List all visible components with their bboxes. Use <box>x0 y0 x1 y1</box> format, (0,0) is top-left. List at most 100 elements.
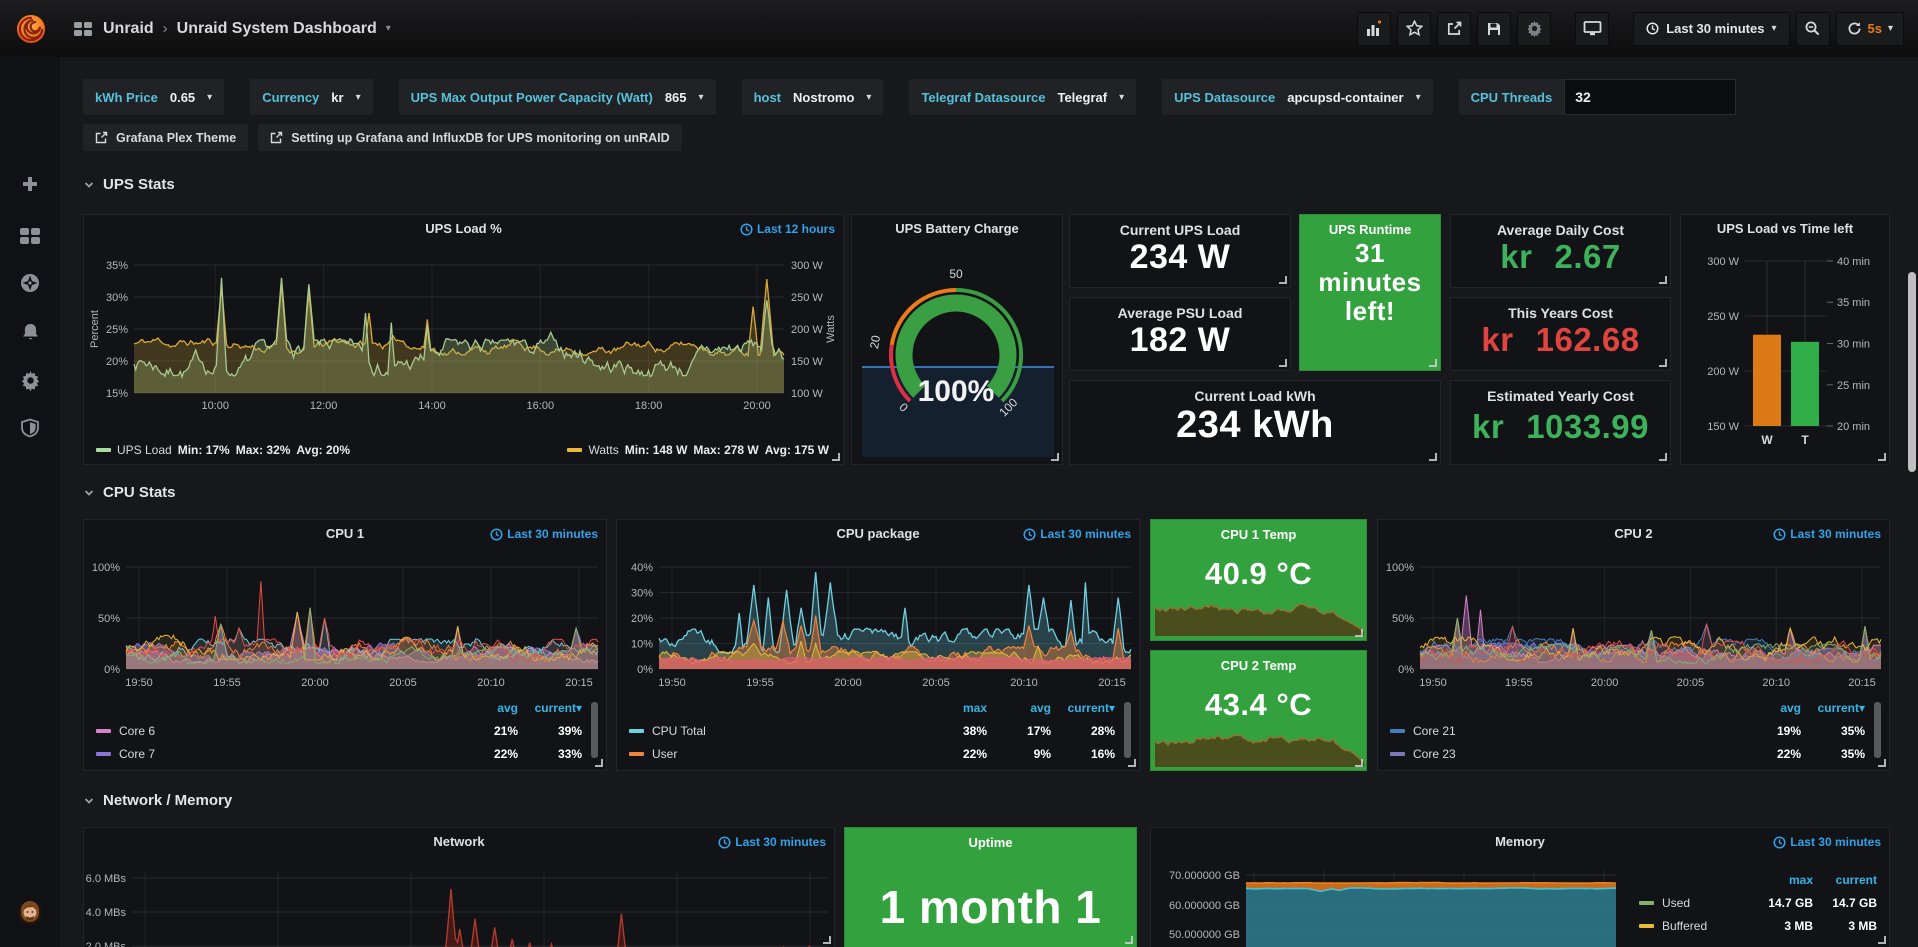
panel-title[interactable]: UPS Battery Charge <box>895 221 1019 236</box>
user-avatar[interactable] <box>0 894 60 932</box>
page-scrollbar[interactable] <box>1908 272 1916 472</box>
legend-series-name[interactable]: CPU Total <box>629 724 923 738</box>
settings-button[interactable] <box>1517 11 1552 46</box>
legend-sort-current[interactable]: current▾ <box>534 700 582 715</box>
grafana-logo-icon[interactable] <box>14 12 48 46</box>
panel-title[interactable]: UPS Load % <box>425 221 502 236</box>
legend-series-name[interactable]: Core 23 <box>1390 747 1737 761</box>
panel-title[interactable]: Network <box>433 834 485 849</box>
panel-time-range[interactable]: Last 30 minutes <box>718 835 826 849</box>
panel-title[interactable]: CPU 2 <box>1614 526 1653 541</box>
legend-series-name[interactable]: Watts <box>588 443 619 457</box>
panel-time-range[interactable]: Last 30 minutes <box>1773 835 1881 849</box>
variable-value[interactable]: Nostromo <box>793 89 855 105</box>
panel-title[interactable]: UPS Load vs Time left <box>1716 221 1854 236</box>
clock-icon <box>1646 22 1659 35</box>
panel-title[interactable]: CPU package <box>836 526 920 541</box>
series-color-swatch <box>96 728 111 733</box>
series-color-swatch <box>1639 923 1654 928</box>
svg-text:20:05: 20:05 <box>389 677 417 689</box>
variable-value[interactable]: apcupsd-container <box>1287 89 1404 105</box>
dashboards-grid-icon[interactable] <box>74 21 92 36</box>
row-header-cpu-stats[interactable]: CPU Stats <box>83 484 176 501</box>
legend-series-row: Buffered 3 MB 3 MB <box>1639 914 1877 937</box>
panel-memory: Memory Last 30 minutes 70.000000 GB 60.00… <box>1150 827 1890 947</box>
star-button[interactable] <box>1397 11 1432 46</box>
legend-sort-max[interactable]: max <box>962 700 987 715</box>
dashboard-link[interactable]: Setting up Grafana and InfluxDB for UPS … <box>258 124 682 151</box>
svg-text:100 W: 100 W <box>791 388 823 400</box>
legend-series-name[interactable]: Core 6 <box>96 724 454 738</box>
row-header-ups-stats[interactable]: UPS Stats <box>83 176 175 193</box>
legend-sort-current[interactable]: current <box>1835 872 1877 887</box>
chevron-down-icon[interactable]: ▾ <box>385 23 391 34</box>
variable-cpu-threads[interactable]: CPU Threads 32 <box>1458 79 1737 115</box>
stat-title[interactable]: Average PSU Load <box>1117 305 1243 321</box>
stat-title[interactable]: Average Daily Cost <box>1496 222 1625 238</box>
legend-sort-avg[interactable]: avg <box>1030 700 1051 715</box>
clock-icon <box>1773 835 1786 849</box>
svg-text:2.0 MBs: 2.0 MBs <box>86 941 127 947</box>
stat-title[interactable]: CPU 1 Temp <box>1220 527 1297 542</box>
variable-host[interactable]: host Nostromo ▾ <box>741 79 884 115</box>
stat-title[interactable]: Current UPS Load <box>1119 222 1241 238</box>
legend-sort-avg[interactable]: avg <box>497 700 518 715</box>
variable-currency[interactable]: Currency kr ▾ <box>250 79 373 115</box>
refresh-picker[interactable]: 5s ▾ <box>1835 11 1904 46</box>
legend-scrollbar[interactable] <box>591 702 598 758</box>
breadcrumb-current[interactable]: Unraid System Dashboard <box>176 19 377 37</box>
legend-sort-current[interactable]: current▾ <box>1817 700 1865 715</box>
legend-sort-max[interactable]: max <box>1788 872 1813 887</box>
legend-series-name[interactable]: Core 7 <box>96 747 454 761</box>
variable-telegraf-datasource[interactable]: Telegraf Datasource Telegraf ▾ <box>909 79 1137 115</box>
variable-ups-datasource[interactable]: UPS Datasource apcupsd-container ▾ <box>1162 79 1433 115</box>
stat-title[interactable]: This Years Cost <box>1508 305 1613 321</box>
variable-value[interactable]: 0.65 <box>169 89 196 105</box>
dashboards-grid-icon[interactable] <box>0 217 60 255</box>
legend-scrollbar[interactable] <box>1874 702 1881 758</box>
variable-value[interactable]: kr <box>331 89 344 105</box>
variable-value[interactable]: Telegraf <box>1057 89 1108 105</box>
row-header-network-memory[interactable]: Network / Memory <box>83 792 232 809</box>
legend-sort-avg[interactable]: avg <box>1780 700 1801 715</box>
chart-canvas <box>1154 734 1365 767</box>
stat-title[interactable]: UPS Runtime <box>1328 222 1412 237</box>
add-panel-button[interactable] <box>1357 11 1392 46</box>
stat-title[interactable]: CPU 2 Temp <box>1220 658 1297 673</box>
panel-network: Network Last 30 minutes 6.0 MBs 4.0 MBs 2.… <box>83 827 835 947</box>
variable-value[interactable]: 865 <box>664 89 687 105</box>
share-button[interactable] <box>1437 11 1472 46</box>
legend-series-name[interactable]: Core 21 <box>1390 724 1737 738</box>
stat-title[interactable]: Uptime <box>968 835 1013 850</box>
legend-series-name[interactable]: Buffered <box>1639 919 1749 933</box>
configuration-gear-icon[interactable] <box>0 361 60 399</box>
zoom-out-button[interactable] <box>1795 11 1830 46</box>
time-range-picker[interactable]: Last 30 minutes ▾ <box>1633 11 1790 46</box>
legend-value: 22% <box>962 746 987 761</box>
variable-kwh-price[interactable]: kWh Price 0.65 ▾ <box>83 79 225 115</box>
cycle-view-button[interactable] <box>1575 11 1610 46</box>
legend-series-name[interactable]: UPS Load <box>117 443 172 457</box>
panel-time-range[interactable]: Last 30 minutes <box>490 527 598 541</box>
explore-compass-icon[interactable] <box>0 264 60 302</box>
panel-time-range[interactable]: Last 30 minutes <box>1773 527 1881 541</box>
variable-input[interactable]: 32 <box>1564 79 1737 115</box>
svg-text:70.000000 GB: 70.000000 GB <box>1169 870 1240 882</box>
breadcrumb-root[interactable]: Unraid <box>103 19 154 37</box>
create-plus-icon[interactable] <box>0 165 60 203</box>
panel-time-range[interactable]: Last 12 hours <box>740 222 835 236</box>
save-button[interactable] <box>1477 11 1512 46</box>
legend-sort-current[interactable]: current▾ <box>1067 700 1115 715</box>
legend-scrollbar[interactable] <box>1124 702 1131 758</box>
stat-title[interactable]: Current Load kWh <box>1194 388 1316 404</box>
panel-title[interactable]: CPU 1 <box>325 526 365 541</box>
legend-series-name[interactable]: User <box>629 747 923 761</box>
alerting-bell-icon[interactable] <box>0 313 60 351</box>
dashboard-link[interactable]: Grafana Plex Theme <box>83 124 249 151</box>
stat-title[interactable]: Estimated Yearly Cost <box>1487 388 1634 404</box>
panel-time-range[interactable]: Last 30 minutes <box>1023 527 1131 541</box>
server-admin-shield-icon[interactable] <box>0 409 60 447</box>
legend-series-name[interactable]: Used <box>1639 896 1749 910</box>
panel-title[interactable]: Memory <box>1495 834 1545 849</box>
variable-ups-max-output-power-capacity-watt-[interactable]: UPS Max Output Power Capacity (Watt) 865 ▾ <box>398 79 716 115</box>
